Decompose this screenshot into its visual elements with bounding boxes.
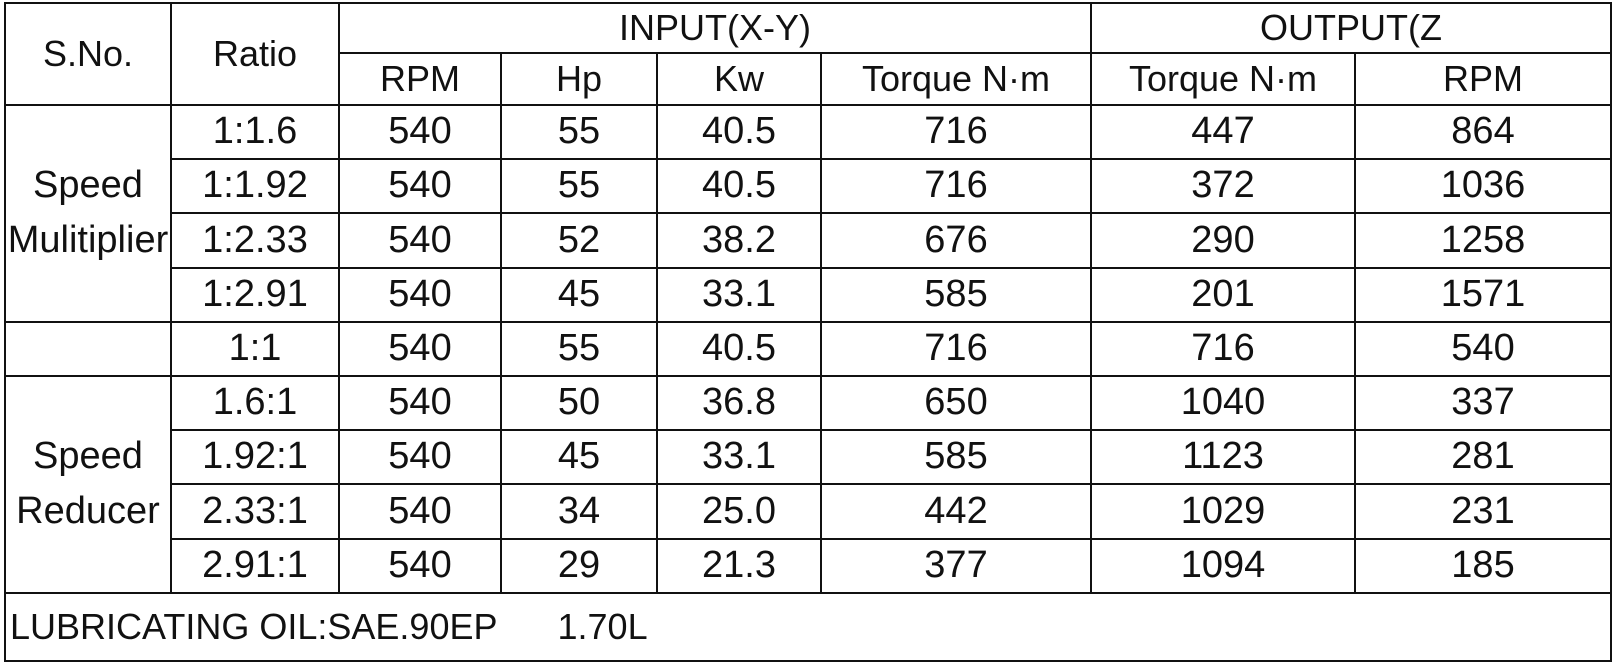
footer-row: LUBRICATING OIL:SAE.90EP 1.70L	[4, 591, 1612, 663]
header-output-torque: Torque N·m	[1090, 52, 1356, 106]
cell-torque-in: 716	[820, 158, 1092, 215]
cell-hp: 45	[500, 266, 658, 323]
cell-rpm-in: 540	[338, 212, 502, 269]
cell-kw: 40.5	[656, 103, 822, 161]
cell-rpm-in: 540	[338, 320, 502, 377]
cell-kw: 38.2	[656, 212, 822, 269]
header-input-rpm: RPM	[338, 52, 502, 106]
cell-rpm-in: 540	[338, 537, 502, 594]
group-label-reducer: Speed Reducer	[4, 374, 172, 594]
cell-torque-out: 1029	[1090, 483, 1356, 540]
cell-kw: 36.8	[656, 374, 822, 432]
cell-torque-in: 585	[820, 266, 1092, 323]
cell-torque-out: 716	[1090, 320, 1356, 377]
cell-rpm-in: 540	[338, 374, 502, 432]
lubricating-oil-note: LUBRICATING OIL:SAE.90EP 1.70L	[4, 591, 1612, 663]
gearbox-spec-table: S.No. Ratio INPUT(X-Y) OUTPUT(Z RPM Hp K…	[4, 2, 1612, 663]
header-ratio: Ratio	[170, 2, 340, 106]
cell-kw: 25.0	[656, 483, 822, 540]
table-row: 1:1 540 55 40.5 716 716 540	[4, 320, 1612, 377]
cell-rpm-out: 185	[1354, 537, 1612, 594]
cell-torque-out: 447	[1090, 103, 1356, 161]
cell-torque-in: 650	[820, 374, 1092, 432]
cell-hp: 55	[500, 103, 658, 161]
header-input-hp: Hp	[500, 52, 658, 106]
cell-rpm-out: 864	[1354, 103, 1612, 161]
header-output-rpm: RPM	[1354, 52, 1612, 106]
cell-ratio: 1.92:1	[170, 429, 340, 486]
cell-ratio: 1.6:1	[170, 374, 340, 432]
cell-hp: 55	[500, 158, 658, 215]
cell-rpm-out: 1258	[1354, 212, 1612, 269]
table-row: 1:1.92 540 55 40.5 716 372 1036	[5, 158, 1612, 215]
cell-rpm-out: 1036	[1354, 158, 1612, 215]
cell-ratio: 1:1.6	[170, 103, 340, 161]
cell-ratio: 2.91:1	[170, 537, 340, 594]
table-row: 2.33:1 540 34 25.0 442 1029 231	[5, 483, 1612, 540]
cell-torque-in: 377	[820, 537, 1092, 594]
lubricating-oil-volume: 1.70L	[557, 606, 648, 648]
cell-rpm-out: 231	[1354, 483, 1612, 540]
cell-torque-out: 1094	[1090, 537, 1356, 594]
cell-rpm-out: 1571	[1354, 266, 1612, 323]
table-row: 1:2.91 540 45 33.1 585 201 1571	[5, 266, 1612, 323]
cell-rpm-out: 281	[1354, 429, 1612, 486]
cell-hp: 55	[500, 320, 658, 377]
cell-hp: 52	[500, 212, 658, 269]
cell-rpm-in: 540	[338, 266, 502, 323]
cell-rpm-in: 540	[338, 429, 502, 486]
header-input-kw: Kw	[656, 52, 822, 106]
cell-torque-in: 676	[820, 212, 1092, 269]
cell-torque-in: 585	[820, 429, 1092, 486]
lubricating-oil-label: LUBRICATING OIL:SAE.90EP	[10, 606, 498, 648]
header-input-group: INPUT(X-Y)	[338, 2, 1092, 54]
table-row: 1:2.33 540 52 38.2 676 290 1258	[5, 212, 1612, 269]
cell-kw: 40.5	[656, 158, 822, 215]
cell-rpm-in: 540	[338, 103, 502, 161]
cell-kw: 33.1	[656, 266, 822, 323]
cell-torque-in: 716	[820, 320, 1092, 377]
header-input-torque: Torque N·m	[820, 52, 1092, 106]
cell-ratio: 1:2.33	[170, 212, 340, 269]
table-row: 2.91:1 540 29 21.3 377 1094 185	[5, 537, 1612, 594]
cell-ratio: 2.33:1	[170, 483, 340, 540]
cell-rpm-out: 337	[1354, 374, 1612, 432]
cell-hp: 50	[500, 374, 658, 432]
cell-rpm-in: 540	[338, 158, 502, 215]
table-row: Speed Mulitiplier 1:1.6 540 55 40.5 716 …	[4, 103, 1612, 323]
cell-torque-in: 442	[820, 483, 1092, 540]
cell-hp: 34	[500, 483, 658, 540]
cell-torque-out: 290	[1090, 212, 1356, 269]
group-label-multiplier: Speed Mulitiplier	[4, 104, 172, 323]
cell-ratio: 1:2.91	[170, 266, 340, 323]
group-label-empty	[4, 320, 172, 377]
cell-rpm-out: 540	[1354, 320, 1612, 377]
cell-ratio: 1:1.92	[170, 158, 340, 215]
table-row: Speed Reducer 1.6:1 540 50 36.8 650 1040…	[4, 374, 1612, 594]
cell-torque-out: 201	[1090, 266, 1356, 323]
cell-torque-out: 1040	[1090, 374, 1356, 432]
header-sno: S.No.	[4, 2, 172, 106]
cell-kw: 33.1	[656, 429, 822, 486]
cell-torque-in: 716	[820, 103, 1092, 161]
cell-rpm-in: 540	[338, 483, 502, 540]
cell-kw: 40.5	[656, 320, 822, 377]
header-output-group: OUTPUT(Z	[1090, 2, 1612, 54]
cell-ratio: 1:1	[170, 320, 340, 377]
table-row: 1.92:1 540 45 33.1 585 1123 281	[5, 429, 1612, 486]
cell-torque-out: 1123	[1090, 429, 1356, 486]
cell-kw: 21.3	[656, 537, 822, 594]
cell-torque-out: 372	[1090, 158, 1356, 215]
cell-hp: 29	[500, 537, 658, 594]
cell-hp: 45	[500, 429, 658, 486]
